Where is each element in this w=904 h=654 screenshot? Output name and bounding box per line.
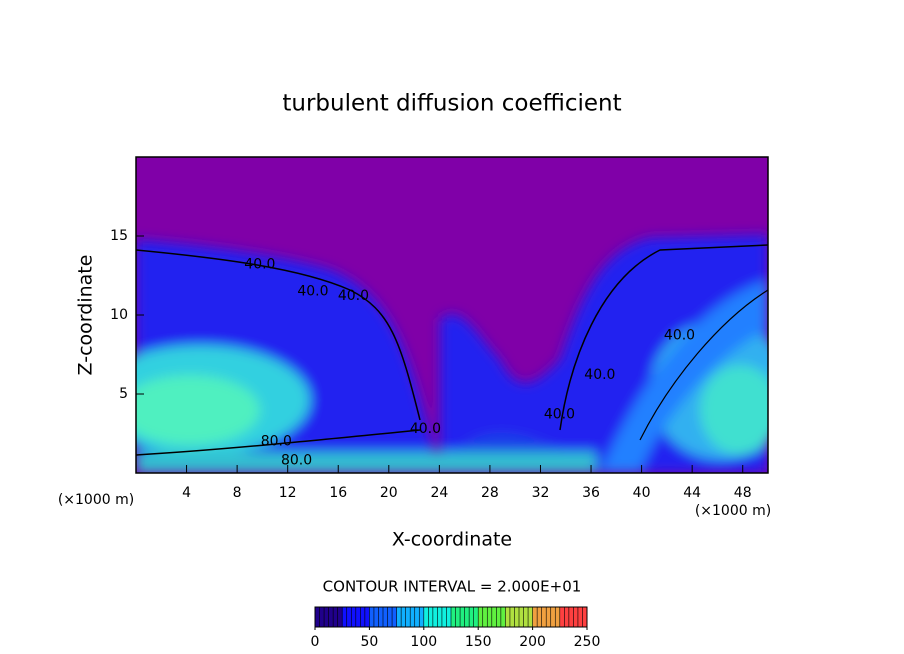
colorbar-tick-label: 100 [410,634,437,650]
field [136,235,768,473]
contour-label: 40.0 [664,328,695,344]
x-tick-label: 8 [233,485,242,501]
x-axis-label: X-coordinate [392,529,512,551]
colorbar-tick-label: 200 [519,634,546,650]
contour-label: 40.0 [244,256,275,272]
contour-interval: CONTOUR INTERVAL = 2.000E+01 [323,578,582,596]
contour-label: 40.0 [544,407,575,423]
x-tick-label: 28 [481,485,499,501]
colorbar-frame [314,606,588,628]
y-tick-label: 5 [119,386,128,402]
x-tick-label: 44 [683,485,701,501]
x-tick-label: 16 [329,485,347,501]
colorbar-tick-label: 0 [311,634,320,650]
x-tick-label: 12 [279,485,297,501]
y-tick-label: 15 [110,228,128,244]
contour-label: 40.0 [297,283,328,299]
x-tick-label: 48 [734,485,752,501]
y-axis-unit: (×1000 m) [58,492,134,508]
contour-label: 80.0 [261,433,292,449]
x-axis-unit: (×1000 m) [695,503,771,519]
chart-title: turbulent diffusion coefficient [282,91,621,117]
colorbar-tick-label: 250 [574,634,601,650]
colorbar-tick-label: 150 [465,634,492,650]
y-axis-label: Z-coordinate [75,255,97,376]
x-tick-label: 20 [380,485,398,501]
x-tick-label: 36 [582,485,600,501]
y-tick-label: 10 [110,307,128,323]
x-tick-label: 32 [532,485,550,501]
x-tick-label: 40 [633,485,651,501]
contour-label: 40.0 [338,288,369,304]
contour-label: 80.0 [281,452,312,468]
contour-label: 40.0 [584,367,615,383]
contour-label: 40.0 [410,421,441,437]
x-tick-label: 4 [182,485,191,501]
colorbar-tick-label: 50 [360,634,378,650]
x-tick-label: 24 [430,485,448,501]
